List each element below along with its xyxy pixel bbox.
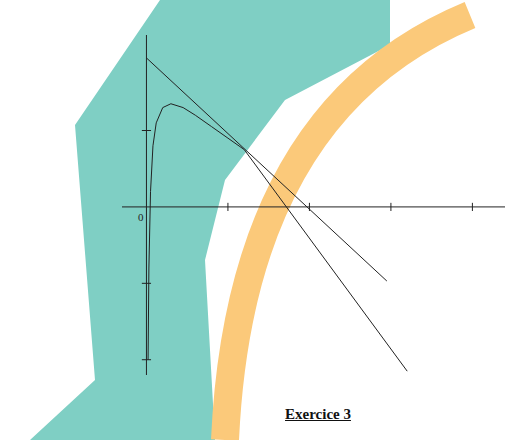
svg-text:0: 0 <box>138 211 144 223</box>
html-text:Exercice 3: Exercice 3 <box>285 406 351 422</box>
